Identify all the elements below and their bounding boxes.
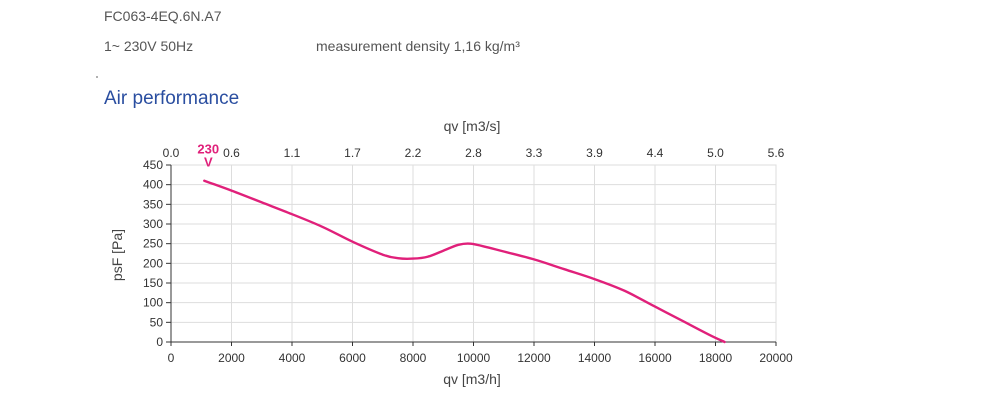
x-tick-label: 8000: [400, 351, 427, 365]
x2-tick-label: 2.8: [465, 146, 482, 160]
x-tick-label: 4000: [279, 351, 306, 365]
y-tick-label: 350: [143, 197, 163, 211]
x2-tick-label: 4.4: [647, 146, 664, 160]
x-tick-label: 0: [168, 351, 175, 365]
x-axis-label: qv [m3/h]: [443, 371, 501, 387]
series-label: 230: [197, 142, 219, 157]
fan-model-label: FC063-4EQ.6N.A7: [104, 8, 222, 24]
x2-tick-label: 3.3: [526, 146, 543, 160]
x-tick-label: 2000: [218, 351, 245, 365]
y-axis-label: psF [Pa]: [109, 229, 125, 281]
x2-tick-label: 0.0: [163, 146, 180, 160]
y-tick-label: 100: [143, 296, 163, 310]
y-tick-label: 50: [150, 315, 164, 329]
x2-tick-label: 2.2: [405, 146, 422, 160]
x2-tick-label: 5.6: [768, 146, 785, 160]
x-tick-label: 6000: [339, 351, 366, 365]
series-line: [203, 179, 726, 344]
y-tick-label: 200: [143, 256, 163, 270]
chart-grid: [170, 164, 777, 343]
y-tick-labels: 0 50 100 150 200 250 300 350 400 450: [143, 158, 163, 349]
series-label: V: [204, 155, 213, 170]
x2-tick-label: 5.0: [707, 146, 724, 160]
chart-axes: [166, 164, 777, 346]
x-tick-label: 20000: [759, 351, 793, 365]
x2-tick-labels: 0.0 0.6 1.1 1.7 2.2 2.8 3.3 3.9 4.4 5.0 5.6: [163, 146, 785, 160]
x2-tick-label: 1.7: [344, 146, 361, 160]
x-tick-label: 12000: [517, 351, 551, 365]
separator-dot: [96, 76, 98, 78]
power-supply-label: 1~ 230V 50Hz: [104, 38, 194, 54]
x-tick-label: 18000: [699, 351, 733, 365]
x2-tick-label: 1.1: [284, 146, 301, 160]
x-tick-label: 16000: [638, 351, 672, 365]
series-group: 230V: [197, 142, 726, 344]
x2-tick-label: 0.6: [223, 146, 240, 160]
y-tick-label: 250: [143, 237, 163, 251]
x2-axis-label: qv [m3/s]: [444, 118, 501, 134]
section-title: Air performance: [104, 88, 240, 109]
x-tick-labels: 0 2000 4000 6000 8000 10000 12000 14000 16000 180…: [168, 351, 793, 365]
y-tick-label: 400: [143, 178, 163, 192]
y-tick-label: 450: [143, 158, 163, 172]
x2-tick-label: 3.9: [586, 146, 603, 160]
measurement-density-label: measurement density 1,16 kg/m³: [316, 38, 520, 54]
x-tick-label: 10000: [457, 351, 491, 365]
y-tick-label: 0: [156, 335, 163, 349]
y-tick-label: 300: [143, 217, 163, 231]
y-tick-label: 150: [143, 276, 163, 290]
x-tick-label: 14000: [578, 351, 612, 365]
